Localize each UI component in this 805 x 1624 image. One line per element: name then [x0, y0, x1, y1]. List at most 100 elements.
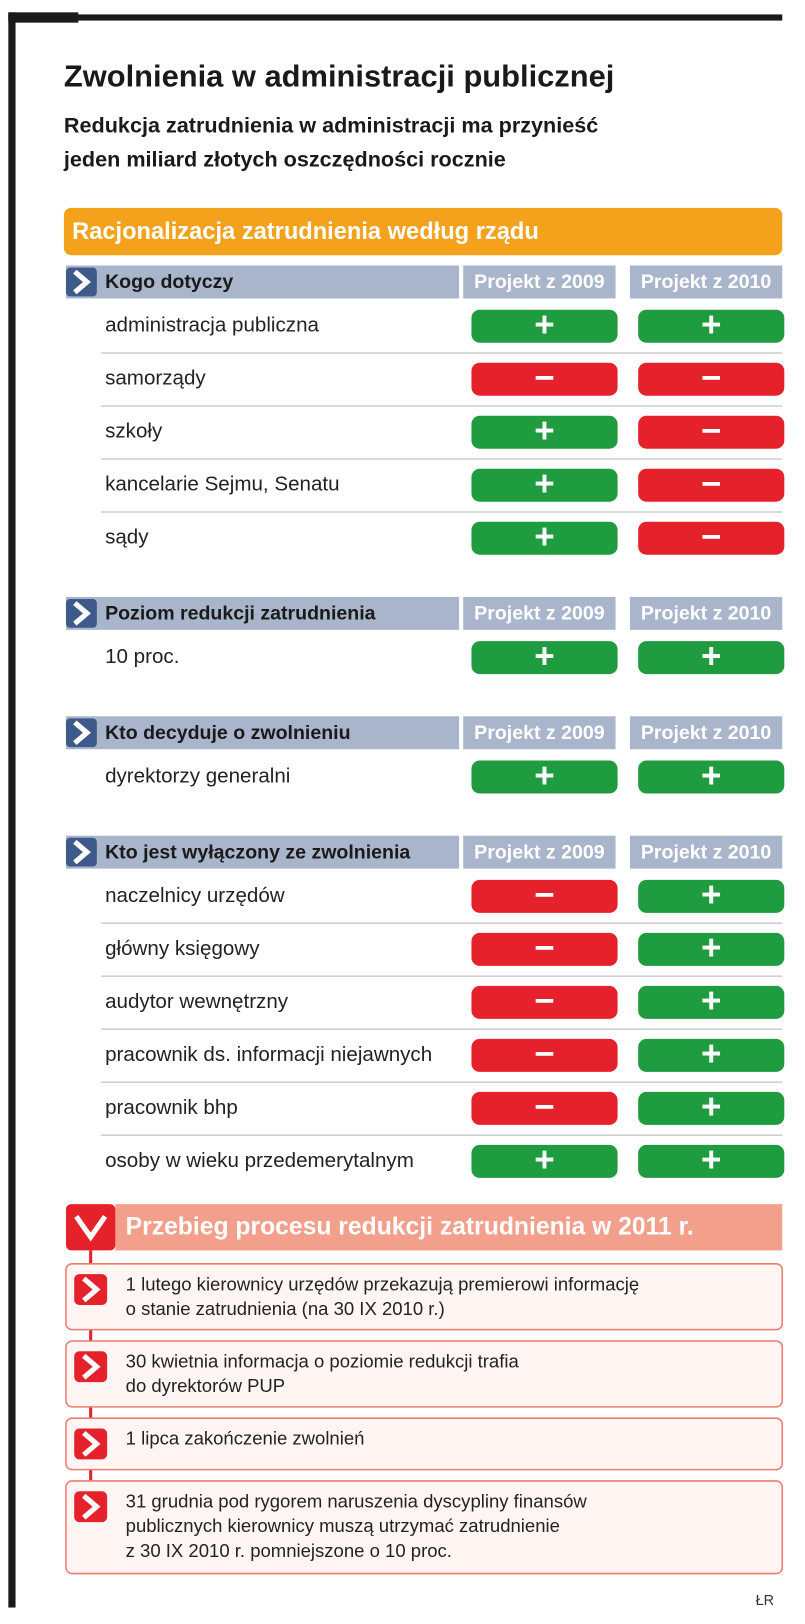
chevron-icon: [73, 601, 91, 626]
status-sign: +: [701, 756, 721, 795]
status-sign: −: [534, 1035, 554, 1074]
status-sign: −: [534, 982, 554, 1021]
status-sign: −: [534, 929, 554, 968]
row-label: pracownik bhp: [105, 1096, 238, 1119]
status-sign: +: [534, 465, 554, 504]
status-pill: [638, 521, 785, 555]
table-heading: Poziom redukcji zatrudnienia: [105, 603, 376, 625]
timeline-item-box: [65, 1263, 784, 1331]
column-header: Projekt z 2010: [641, 603, 772, 625]
banner: Racjonalizacja zatrudnienia według rządu: [72, 219, 539, 245]
row-label: główny księgowy: [105, 937, 260, 960]
timeline-arrow-box: [65, 1204, 116, 1251]
arrow-box: [65, 837, 97, 867]
column-header-bg: [463, 265, 616, 299]
status-pill: [471, 985, 618, 1019]
timeline-item-text: 1 lipca zakończenie zwolnień: [126, 1428, 365, 1449]
status-sign: +: [534, 306, 554, 345]
timeline-banner-bg: [115, 1204, 783, 1251]
status-pill: [471, 1144, 618, 1178]
column-header-bg: [629, 716, 783, 750]
column-header: Projekt z 2010: [641, 841, 772, 863]
arrow-box: [65, 718, 97, 748]
status-pill: [471, 641, 618, 675]
status-sign: +: [534, 756, 554, 795]
row-label: samorządy: [105, 367, 206, 390]
subtitle: jeden miliard złotych oszczędności roczn…: [63, 146, 506, 171]
status-sign: −: [534, 359, 554, 398]
status-sign: +: [534, 518, 554, 557]
status-pill: [471, 309, 618, 343]
status-pill: [471, 1038, 618, 1072]
timeline-item-text: 1 lutego kierownicy urzędów przekazują p…: [126, 1273, 640, 1294]
table-header-bg: [65, 716, 460, 750]
column-header-bg: [463, 716, 616, 750]
credit: ŁR: [756, 1593, 774, 1609]
table-header-bg: [65, 596, 460, 630]
table-heading: Kogo dotyczy: [105, 271, 233, 293]
status-pill: [471, 760, 618, 794]
status-sign: −: [701, 518, 721, 557]
chevron-icon: [82, 1431, 101, 1457]
chevron-icon: [73, 720, 91, 746]
column-header: Projekt z 2010: [641, 271, 772, 293]
status-sign: −: [701, 359, 721, 398]
status-pill: [638, 415, 785, 449]
status-sign: +: [534, 1141, 554, 1180]
chevron-icon: [82, 1493, 101, 1520]
status-pill: [638, 1091, 785, 1125]
timeline-item-box: [65, 1417, 784, 1471]
timeline-item-text: z 30 IX 2010 r. pomniejszone o 10 proc.: [126, 1540, 452, 1561]
status-pill: [471, 362, 618, 396]
arrow-box: [65, 267, 97, 297]
timeline-item-text: 31 grudnia pod rygorem naruszenia dyscyp…: [126, 1490, 588, 1511]
status-sign: +: [534, 412, 554, 451]
row-label: dyrektorzy generalni: [105, 764, 290, 787]
arrow-box: [65, 598, 97, 628]
row-label: 10 proc.: [105, 645, 179, 668]
status-sign: +: [701, 1035, 721, 1074]
chevron-icon: [82, 1276, 101, 1303]
timeline-item-icon: [74, 1351, 108, 1383]
timeline-item-box: [65, 1480, 784, 1575]
timeline-item-text: publicznych kierownicy muszą utrzymać za…: [126, 1515, 560, 1536]
row-label: szkoły: [105, 420, 163, 443]
status-sign: +: [701, 1088, 721, 1127]
column-header: Projekt z 2010: [641, 722, 772, 744]
column-header: Projekt z 2009: [474, 603, 605, 625]
column-header-bg: [463, 596, 616, 630]
status-sign: −: [534, 876, 554, 915]
down-chevron: [74, 1214, 108, 1242]
status-pill: [638, 641, 785, 675]
banner-bg: [63, 207, 783, 256]
status-pill: [638, 879, 785, 913]
status-pill: [638, 1038, 785, 1072]
timeline-item-icon: [74, 1491, 108, 1523]
status-sign: +: [534, 637, 554, 676]
row-label: kancelarie Sejmu, Senatu: [105, 473, 340, 496]
status-pill: [638, 760, 785, 794]
row-label: audytor wewnętrzny: [105, 990, 289, 1013]
column-header-bg: [629, 596, 783, 630]
status-pill: [471, 521, 618, 555]
status-pill: [638, 362, 785, 396]
status-sign: +: [701, 929, 721, 968]
timeline-item-icon: [74, 1274, 108, 1305]
status-sign: −: [701, 465, 721, 504]
timeline-item-icon: [74, 1428, 108, 1460]
timeline-item-text: do dyrektorów PUP: [126, 1375, 286, 1396]
status-pill: [638, 985, 785, 1019]
status-pill: [638, 932, 785, 966]
column-header: Projekt z 2009: [474, 722, 605, 744]
status-sign: −: [701, 412, 721, 451]
title: Zwolnienia w administracji publicznej: [64, 58, 614, 93]
chevron-icon: [73, 269, 91, 295]
status-pill: [638, 1144, 785, 1178]
row-label: naczelnicy urzędów: [105, 884, 285, 907]
timeline-title: Przebieg procesu redukcji zatrudnienia w…: [126, 1213, 694, 1240]
status-sign: +: [701, 637, 721, 676]
row-label: osoby w wieku przedemerytalnym: [105, 1149, 414, 1172]
table-header-bg: [65, 265, 460, 299]
table-heading: Kto decyduje o zwolnieniu: [105, 722, 350, 744]
row-label: pracownik ds. informacji niejawnych: [105, 1043, 432, 1066]
